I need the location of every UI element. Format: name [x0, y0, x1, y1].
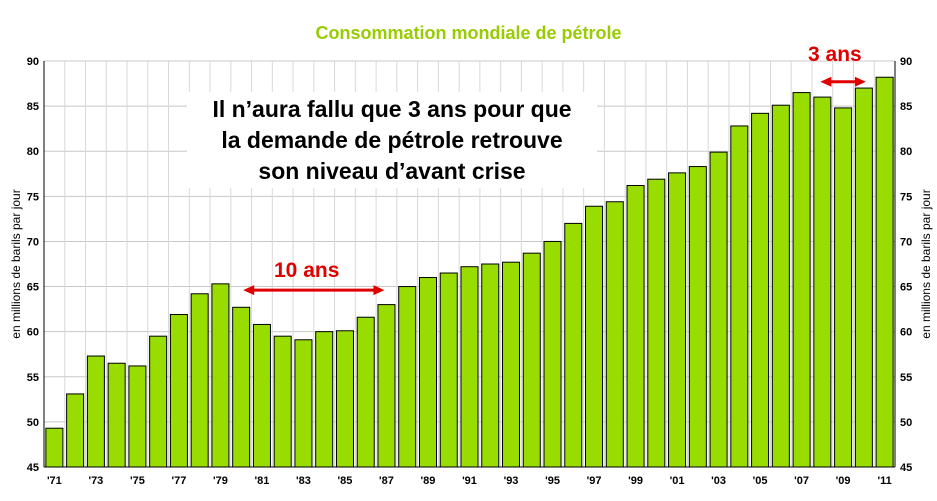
- y-tick-label-left: 90: [27, 56, 39, 68]
- bar: [149, 335, 168, 468]
- bar: [211, 283, 230, 468]
- x-tick-label: '09: [836, 475, 851, 487]
- bar: [377, 304, 396, 468]
- bar: [647, 178, 666, 468]
- y-tick-label-left: 80: [27, 146, 39, 158]
- bar: [688, 166, 707, 468]
- bar: [771, 104, 790, 468]
- x-tick-label: '95: [545, 475, 560, 487]
- callout-line-3: son niveau d’avant crise: [258, 157, 526, 184]
- callout-line-1: Il n’aura fallu que 3 ans pour que: [212, 95, 572, 122]
- y-axis-label-left: en millions de barils par jour: [9, 189, 23, 338]
- chart-title: Consommation mondiale de pétrole: [315, 23, 622, 43]
- y-tick-label-left: 45: [27, 462, 39, 474]
- bar: [522, 252, 541, 468]
- bar: [875, 76, 894, 468]
- y-tick-label-right: 65: [900, 282, 912, 294]
- y-tick-label-left: 60: [27, 327, 39, 339]
- x-tick-label: '93: [504, 475, 519, 487]
- bar: [792, 92, 811, 468]
- bar: [709, 151, 728, 468]
- arrow-label-10-ans: 10 ans: [274, 259, 340, 282]
- x-tick-label: '79: [213, 475, 228, 487]
- y-tick-label-left: 85: [27, 101, 39, 113]
- x-tick-label: '73: [88, 475, 103, 487]
- bar: [86, 355, 105, 468]
- bar: [128, 365, 147, 468]
- x-tick-label: '91: [462, 475, 477, 487]
- x-tick-label: '99: [628, 475, 643, 487]
- y-tick-label-right: 90: [900, 56, 912, 68]
- y-tick-label-right: 60: [900, 327, 912, 339]
- bar: [481, 263, 500, 468]
- x-tick-label: '83: [296, 475, 311, 487]
- y-tick-label-right: 50: [900, 417, 912, 429]
- x-tick-label: '71: [47, 475, 62, 487]
- bar: [605, 201, 624, 468]
- y-tick-label-right: 70: [900, 236, 912, 248]
- x-tick-label: '05: [753, 475, 768, 487]
- callout-line-2: la demande de pétrole retrouve: [221, 126, 563, 153]
- x-tick-label: '75: [130, 475, 145, 487]
- bar: [232, 306, 251, 468]
- bar: [169, 314, 188, 468]
- y-tick-label-left: 55: [27, 372, 39, 384]
- y-tick-label-right: 55: [900, 372, 912, 384]
- bar: [356, 316, 375, 468]
- y-tick-label-left: 70: [27, 236, 39, 248]
- bar: [190, 293, 209, 468]
- arrow-label-3-ans: 3 ans: [808, 43, 862, 66]
- bar: [315, 331, 334, 468]
- bar: [107, 362, 126, 468]
- y-tick-label-left: 75: [27, 191, 39, 203]
- bar: [439, 272, 458, 468]
- arrow-3-ans: [820, 76, 866, 87]
- bar: [398, 286, 417, 468]
- bar: [273, 335, 292, 468]
- x-tick-label: '85: [338, 475, 353, 487]
- y-tick-label-right: 85: [900, 101, 912, 113]
- x-tick-label: '01: [670, 475, 685, 487]
- y-tick-label-right: 80: [900, 146, 912, 158]
- bar: [335, 330, 354, 468]
- bar: [854, 87, 873, 468]
- bar: [543, 240, 562, 468]
- x-tick-label: '87: [379, 475, 394, 487]
- bar: [668, 172, 687, 468]
- bar: [45, 427, 64, 468]
- x-tick-label: '03: [711, 475, 726, 487]
- x-tick-label: '89: [421, 475, 436, 487]
- bar: [730, 125, 749, 468]
- bar: [626, 185, 645, 468]
- x-tick-label: '81: [255, 475, 270, 487]
- x-tick-label: '77: [171, 475, 186, 487]
- bar: [252, 323, 271, 468]
- bar: [813, 96, 832, 468]
- bar: [834, 107, 853, 468]
- bar: [418, 277, 437, 468]
- y-tick-label-right: 45: [900, 462, 912, 474]
- bar: [66, 393, 85, 468]
- bar: [294, 339, 313, 468]
- bar: [751, 112, 770, 468]
- y-tick-label-left: 65: [27, 282, 39, 294]
- bar: [564, 222, 583, 468]
- callout-box: Il n’aura fallu que 3 ans pour que la de…: [187, 92, 597, 188]
- x-tick-label: '97: [587, 475, 602, 487]
- bar: [585, 205, 604, 468]
- arrow-10-ans: [243, 285, 385, 296]
- bar: [502, 261, 521, 468]
- y-tick-label-left: 50: [27, 417, 39, 429]
- bar: [460, 266, 479, 468]
- y-tick-label-right: 75: [900, 191, 912, 203]
- y-axis-label-right: en millions de barils par jour: [919, 189, 933, 338]
- x-tick-label: '07: [794, 475, 809, 487]
- x-tick-label: '11: [877, 475, 891, 487]
